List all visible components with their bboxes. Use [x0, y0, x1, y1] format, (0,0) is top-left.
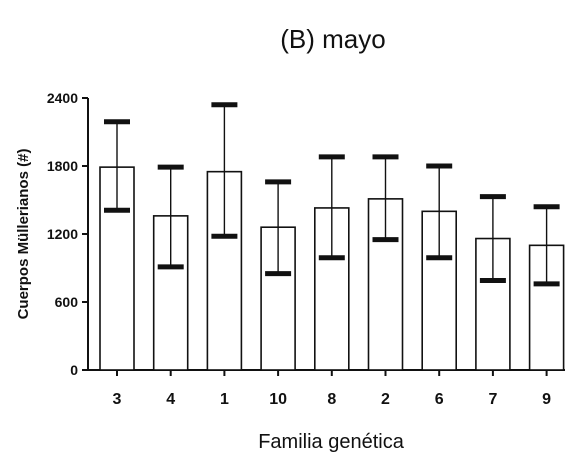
- x-tick-label: 3: [113, 391, 122, 408]
- x-tick-label: 2: [381, 391, 390, 408]
- y-tick-label: 600: [55, 294, 79, 310]
- x-tick-label: 4: [166, 391, 175, 408]
- y-tick-label: 2400: [47, 90, 78, 106]
- y-tick-label: 0: [70, 362, 78, 378]
- x-tick-label: 1: [220, 391, 229, 408]
- x-tick-label: 6: [435, 391, 444, 408]
- y-tick-label: 1200: [47, 226, 78, 242]
- x-tick-label: 10: [269, 391, 287, 408]
- x-tick-label: 8: [327, 391, 336, 408]
- plot-area: 0 600 1200 1800 2400 3 4 1 10 8 2 6 7 9: [47, 90, 565, 408]
- x-axis-label: Familia genética: [258, 431, 405, 453]
- x-tick-label: 9: [542, 391, 551, 408]
- y-axis-label: Cuerpos Müllerianos (#): [15, 149, 32, 320]
- x-tick-label: 7: [488, 391, 497, 408]
- y-tick-label: 1800: [47, 158, 78, 174]
- chart-title: (B) mayo: [280, 24, 385, 54]
